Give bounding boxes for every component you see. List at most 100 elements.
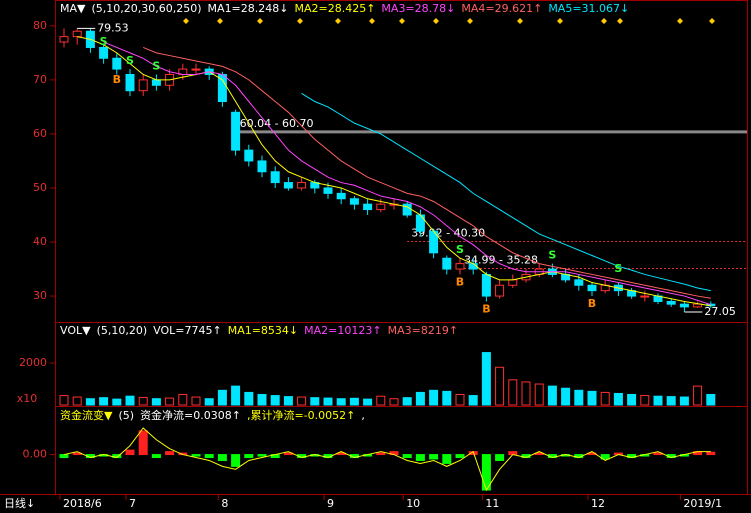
candle-body xyxy=(297,182,307,189)
candle-body xyxy=(151,79,161,86)
signal-marker: B xyxy=(482,303,490,316)
bar xyxy=(138,396,148,406)
bar xyxy=(151,398,161,406)
bar xyxy=(534,383,544,406)
signal-marker: B xyxy=(588,297,596,310)
candle-body xyxy=(481,273,491,297)
indicator-legend: 资金流变▼ xyxy=(60,408,113,422)
indicator-legend: MA4=29.621↑ xyxy=(461,2,542,15)
bar xyxy=(508,379,518,406)
bar xyxy=(706,451,716,456)
bar xyxy=(270,395,280,406)
candle-body xyxy=(283,182,293,189)
bar xyxy=(231,454,241,467)
x-tick-label: 11 xyxy=(485,497,499,510)
bar xyxy=(99,397,109,406)
bar xyxy=(376,395,386,406)
candle-body xyxy=(191,68,201,71)
bar xyxy=(402,397,412,406)
bar xyxy=(640,395,650,406)
x-tick-label: 2019/1 xyxy=(683,497,722,510)
bar xyxy=(72,396,82,406)
x-tick-label: 10 xyxy=(406,497,420,510)
bar xyxy=(165,451,175,456)
indicator-legend: MA1=28.248↓ xyxy=(208,2,289,15)
candle-body xyxy=(679,303,689,308)
candle-body xyxy=(640,295,650,298)
bar xyxy=(481,454,491,491)
bar xyxy=(666,396,676,406)
candle-body xyxy=(257,160,267,173)
candle-body xyxy=(693,303,703,308)
bar xyxy=(547,385,557,406)
y-tick-label: 60 xyxy=(33,127,47,140)
bar xyxy=(151,454,161,459)
bar xyxy=(217,454,227,461)
candle-body xyxy=(508,279,518,286)
flow-line xyxy=(63,427,711,492)
bar xyxy=(85,398,95,406)
candle-body xyxy=(455,263,465,270)
bar xyxy=(627,394,637,406)
candle-body xyxy=(72,30,82,38)
period-label: 日线↓ xyxy=(4,496,35,510)
y-tick-label: 0.00 xyxy=(23,448,48,461)
candle-body xyxy=(244,149,254,162)
bar xyxy=(191,454,201,457)
y-tick-label: 2000 xyxy=(19,356,47,369)
moving-average xyxy=(301,92,711,292)
signal-marker: B xyxy=(113,73,121,86)
bar xyxy=(283,396,293,406)
bar xyxy=(561,387,571,406)
x-tick-label: 7 xyxy=(129,497,136,510)
indicator-legend: MA3=28.78↓ xyxy=(381,2,455,15)
bar xyxy=(429,454,439,460)
bar xyxy=(363,398,373,406)
bar xyxy=(415,454,425,461)
moving-average xyxy=(77,36,711,307)
bar xyxy=(521,381,531,406)
y-tick-label: 40 xyxy=(33,235,47,248)
price-range-label: 34.99 - 35.28 xyxy=(464,253,538,266)
bar xyxy=(257,394,267,406)
indicator-legend: VOL=7745↑ xyxy=(153,324,222,337)
moving-average xyxy=(103,41,711,306)
candle-body xyxy=(363,203,373,211)
y-tick-label: 80 xyxy=(33,19,47,32)
candle-body xyxy=(574,279,584,286)
candle-body xyxy=(112,57,122,70)
bar xyxy=(217,389,227,406)
bar xyxy=(112,398,122,406)
bar xyxy=(455,394,465,406)
candle-body xyxy=(442,257,452,270)
candle-body xyxy=(336,192,346,200)
bar xyxy=(600,391,610,406)
bar xyxy=(389,398,399,406)
bar xyxy=(204,454,214,459)
price-range-label: 60.04 - 60.70 xyxy=(240,117,314,130)
bar xyxy=(574,389,584,406)
bar xyxy=(125,449,135,456)
bar xyxy=(125,395,135,406)
bar xyxy=(257,454,267,457)
bar xyxy=(442,454,452,464)
indicator-legend: MA1=8534↓ xyxy=(228,324,298,337)
candle-body xyxy=(125,73,135,92)
bar xyxy=(468,395,478,406)
signal-marker: S xyxy=(614,262,622,275)
bar xyxy=(613,392,623,406)
bar xyxy=(706,394,716,406)
unit-label: x10 xyxy=(17,392,38,405)
indicator-legend: (5,10,20,30,60,250) xyxy=(91,2,201,15)
bar xyxy=(336,398,346,406)
indicator-legend: ,累计净流=-0.0052↑ xyxy=(247,408,355,422)
indicator-legend: MA2=28.425↑ xyxy=(294,2,375,15)
annotation-label: 27.05 xyxy=(704,305,736,318)
bar xyxy=(244,391,254,406)
bar xyxy=(693,385,703,406)
bar xyxy=(495,454,505,461)
bar xyxy=(653,395,663,406)
bar xyxy=(455,454,465,459)
